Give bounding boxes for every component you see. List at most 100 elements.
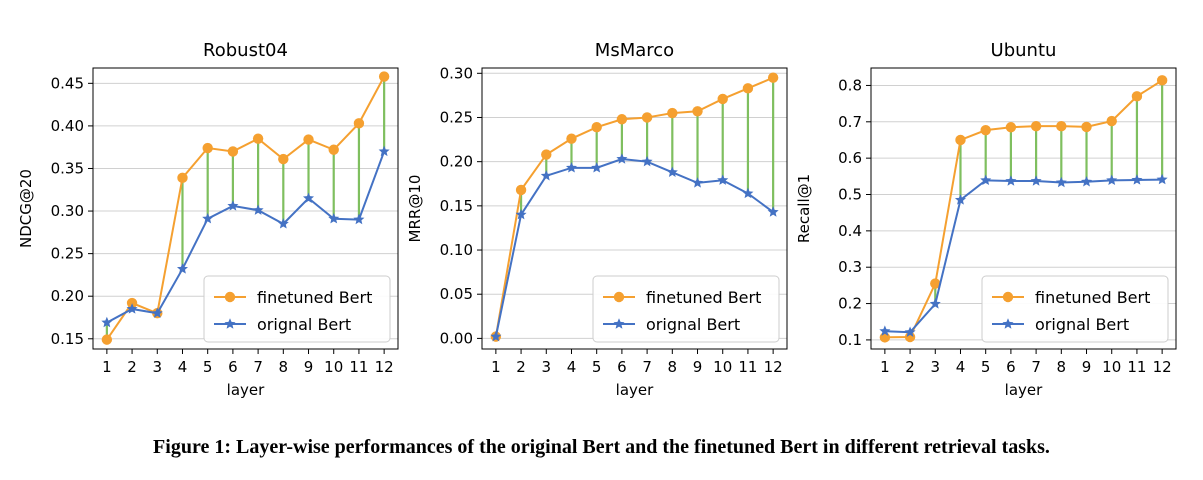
data-point bbox=[490, 330, 502, 342]
data-point bbox=[616, 153, 628, 164]
x-tick-label: 1 bbox=[102, 358, 112, 376]
x-tick-label: 2 bbox=[516, 358, 526, 376]
x-tick-label: 8 bbox=[668, 358, 678, 376]
legend-box bbox=[592, 275, 780, 343]
data-point bbox=[666, 166, 678, 177]
data-point bbox=[541, 149, 552, 160]
x-tick-label: 6 bbox=[617, 358, 627, 376]
data-point bbox=[1005, 122, 1017, 133]
x-tick-label: 10 bbox=[1102, 358, 1121, 376]
data-point bbox=[252, 204, 264, 215]
data-point bbox=[303, 192, 315, 203]
legend-marker bbox=[1002, 318, 1014, 329]
y-tick-label: 0.25 bbox=[51, 245, 84, 263]
data-point bbox=[591, 162, 603, 173]
data-point bbox=[1131, 91, 1143, 102]
data-point bbox=[328, 212, 340, 224]
x-axis-label: layer bbox=[1005, 381, 1043, 399]
legend-label: finetuned Bert bbox=[646, 288, 761, 307]
x-tick-label: 3 bbox=[153, 358, 163, 376]
data-point bbox=[177, 172, 188, 184]
y-tick-label: 0.05 bbox=[440, 285, 473, 303]
x-tick-label: 5 bbox=[981, 358, 991, 376]
data-point bbox=[954, 194, 966, 205]
data-point bbox=[1056, 120, 1067, 132]
y-tick-label: 0.6 bbox=[838, 149, 862, 167]
data-point bbox=[955, 134, 966, 146]
data-point bbox=[591, 122, 602, 133]
data-point bbox=[641, 112, 653, 123]
legend-marker bbox=[1002, 291, 1014, 303]
legend-label: orignal Bert bbox=[646, 315, 740, 334]
x-tick-label: 4 bbox=[956, 358, 966, 376]
data-point bbox=[328, 144, 339, 155]
x-tick-label: 3 bbox=[931, 358, 941, 376]
x-tick-label: 1 bbox=[880, 358, 890, 376]
legend: finetuned Bert orignal Bert bbox=[592, 275, 780, 343]
y-axis-label: Recall@1 bbox=[795, 174, 813, 243]
chart-title: MsMarco bbox=[595, 40, 674, 61]
data-point bbox=[353, 213, 365, 225]
x-tick-label: 7 bbox=[1031, 358, 1041, 376]
data-point bbox=[767, 206, 779, 217]
data-point bbox=[929, 298, 941, 309]
y-tick-label: 0.15 bbox=[51, 330, 84, 348]
data-point bbox=[1030, 120, 1042, 132]
x-axis-label: layer bbox=[227, 381, 265, 399]
x-tick-label: 5 bbox=[203, 358, 213, 376]
x-tick-label: 7 bbox=[253, 358, 263, 376]
x-tick-label: 12 bbox=[764, 358, 783, 376]
data-point bbox=[1131, 174, 1143, 185]
y-axis-label: NDCG@20 bbox=[17, 169, 35, 248]
y-tick-label: 0.20 bbox=[440, 153, 473, 171]
data-point bbox=[1055, 176, 1067, 188]
axes-frame bbox=[481, 67, 788, 350]
data-point bbox=[278, 153, 289, 165]
y-tick-label: 0.4 bbox=[838, 222, 862, 240]
data-point bbox=[176, 263, 188, 274]
y-tick-label: 0.30 bbox=[440, 64, 473, 82]
series-line-original bbox=[884, 178, 1163, 334]
y-tick-label: 0.30 bbox=[51, 202, 84, 220]
x-tick-label: 4 bbox=[567, 358, 577, 376]
x-tick-label: 12 bbox=[1153, 358, 1172, 376]
y-tick-label: 0.5 bbox=[838, 186, 862, 204]
y-tick-label: 0.7 bbox=[838, 113, 862, 131]
series-line-original bbox=[494, 158, 774, 337]
x-tick-label: 2 bbox=[905, 358, 915, 376]
x-tick-label: 6 bbox=[228, 358, 238, 376]
panel-ubuntu: 0.10.20.30.40.50.60.70.81 2 3 4 5 6 7 8 9 10 11 12U… bbox=[795, 40, 1177, 399]
data-point bbox=[1030, 175, 1042, 186]
x-axis-label: layer bbox=[616, 381, 654, 399]
legend-label: finetuned Bert bbox=[1035, 288, 1150, 307]
x-tick-label: 4 bbox=[178, 358, 188, 376]
x-tick-label: 10 bbox=[324, 358, 343, 376]
panel-msmarco: 0.000.050.100.150.200.250.301 2 3 4 5 6 7 8 9 10 1… bbox=[406, 40, 788, 399]
data-point bbox=[1081, 121, 1092, 133]
y-tick-label: 0.15 bbox=[440, 197, 473, 215]
legend-box bbox=[203, 275, 391, 343]
series-line-finetuned bbox=[884, 79, 1163, 339]
data-point bbox=[378, 71, 390, 82]
data-point bbox=[930, 278, 941, 289]
data-point bbox=[1081, 175, 1093, 187]
data-point bbox=[202, 212, 214, 224]
y-tick-label: 0.35 bbox=[51, 159, 84, 177]
y-tick-label: 0.25 bbox=[440, 108, 473, 126]
x-tick-label: 8 bbox=[1057, 358, 1067, 376]
data-point bbox=[126, 297, 138, 309]
data-point bbox=[227, 200, 239, 211]
y-tick-label: 0.1 bbox=[838, 331, 862, 349]
data-point bbox=[717, 93, 728, 105]
chart-title: Ubuntu bbox=[991, 40, 1057, 61]
data-point bbox=[616, 114, 628, 125]
data-point bbox=[1005, 175, 1017, 186]
x-tick-label: 9 bbox=[1082, 358, 1092, 376]
data-point bbox=[1106, 174, 1118, 186]
data-point bbox=[252, 133, 264, 144]
data-point bbox=[879, 325, 891, 336]
x-tick-label: 1 bbox=[491, 358, 501, 376]
data-point bbox=[303, 134, 314, 145]
data-point bbox=[1156, 173, 1168, 185]
legend-box bbox=[981, 275, 1169, 343]
